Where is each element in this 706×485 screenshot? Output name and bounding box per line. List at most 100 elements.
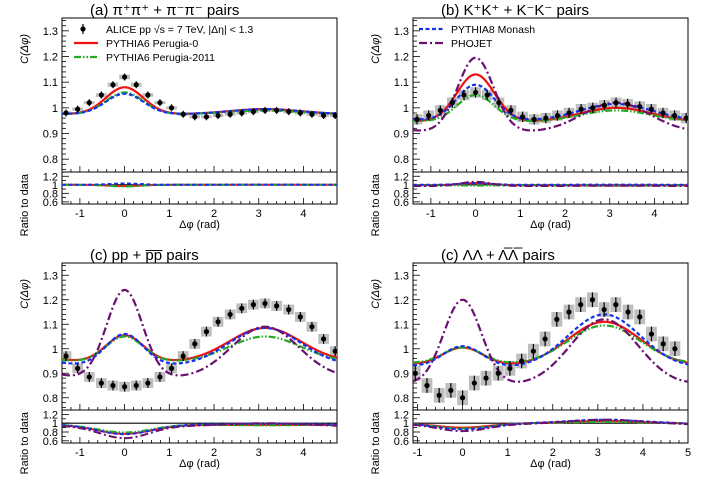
series-line-m8 bbox=[413, 313, 688, 367]
y-tick-label: 0.9 bbox=[394, 129, 409, 141]
legend-label: PYTHIA6 Perugia-0 bbox=[106, 38, 198, 50]
y-tick-label: 1.1 bbox=[394, 77, 409, 89]
x-tick-label: 4 bbox=[640, 447, 646, 459]
data-point bbox=[157, 100, 163, 106]
data-point bbox=[625, 309, 631, 315]
data-point bbox=[613, 100, 619, 106]
y-tick-label: 1 bbox=[52, 103, 58, 115]
ratio-y-axis-title: Ratio to data bbox=[370, 173, 382, 236]
data-point bbox=[589, 297, 596, 303]
y-tick-label: 1.3 bbox=[394, 270, 409, 282]
data-point bbox=[110, 382, 116, 389]
x-tick-label: 4 bbox=[300, 447, 306, 459]
y-axis-title: C(Δφ) bbox=[370, 279, 382, 309]
y-tick-label: 1 bbox=[403, 344, 409, 356]
x-tick-label: 0 bbox=[460, 447, 466, 459]
data-point bbox=[192, 114, 198, 120]
x-tick-label: 0 bbox=[122, 447, 128, 459]
data-point bbox=[449, 100, 455, 106]
data-point bbox=[683, 115, 688, 121]
data-point bbox=[203, 114, 210, 120]
data-point bbox=[448, 387, 454, 393]
x-tick-label: 2 bbox=[562, 208, 568, 220]
data-point bbox=[145, 92, 151, 98]
x-tick-label: 3 bbox=[607, 208, 613, 220]
x-tick-label: 1 bbox=[517, 208, 523, 220]
data-point bbox=[227, 311, 233, 318]
y-tick-label: 0.9 bbox=[43, 368, 58, 380]
data-point bbox=[648, 106, 654, 112]
y-tick-label: 0.8 bbox=[43, 393, 58, 405]
y-tick-label: 0.9 bbox=[394, 368, 409, 380]
data-point bbox=[554, 112, 561, 119]
x-tick-label: 3 bbox=[256, 447, 262, 459]
x-axis-title: Δφ (rad) bbox=[179, 458, 220, 470]
data-point bbox=[297, 314, 303, 320]
series-line-m8 bbox=[413, 83, 688, 121]
y-tick-label: 0.8 bbox=[43, 154, 58, 166]
ratio-y-tick-label: 0.6 bbox=[394, 436, 409, 448]
series-line-p11 bbox=[62, 335, 337, 362]
series-line-ph bbox=[62, 288, 337, 377]
panel-title: (c) pp + p̅p̅ pairs bbox=[90, 247, 199, 264]
data-point bbox=[133, 82, 139, 88]
data-point bbox=[473, 89, 479, 96]
data-point bbox=[75, 106, 81, 112]
data-point bbox=[262, 107, 268, 113]
x-tick-label: 3 bbox=[595, 447, 601, 459]
data-point bbox=[239, 305, 245, 311]
y-tick-label: 1.1 bbox=[43, 77, 58, 89]
legend-entry-p11: PYTHIA6 Perugia-2011 bbox=[74, 52, 215, 64]
legend-entry-p0: PYTHIA6 Perugia-0 bbox=[74, 38, 198, 50]
legend-entry-m8: PYTHIA8 Monash bbox=[419, 24, 535, 36]
data-point bbox=[215, 112, 221, 119]
y-tick-label: 1 bbox=[52, 344, 58, 356]
panel-title: (c) ΛΛ + Λ̅Λ̅ pairs bbox=[441, 247, 555, 264]
y-axis-title: C(Δφ) bbox=[19, 279, 31, 309]
series-line-p11 bbox=[413, 324, 688, 364]
panel-c-pp: -1 0 1 2 3 40.80.911.11.21.30.60.811.2C(Δφ)Ra… bbox=[19, 247, 338, 474]
data-point bbox=[519, 358, 525, 364]
ratio-y-tick-label: 1.2 bbox=[394, 171, 409, 183]
data-point bbox=[86, 374, 92, 380]
y-tick-label: 1.2 bbox=[394, 295, 409, 307]
ratio-y-tick-label: 1 bbox=[52, 180, 58, 192]
y-tick-label: 1.3 bbox=[43, 26, 58, 38]
data-point bbox=[660, 110, 666, 116]
legend-label: PYTHIA8 Monash bbox=[451, 24, 535, 36]
data-point bbox=[519, 114, 526, 120]
data-point bbox=[250, 302, 256, 308]
data-point bbox=[566, 110, 572, 116]
y-tick-label: 0.8 bbox=[394, 154, 409, 166]
x-tick-label: 5 bbox=[685, 447, 691, 459]
data-point bbox=[459, 395, 466, 401]
legend-label: PYTHIA6 Perugia-2011 bbox=[106, 52, 215, 64]
data-point bbox=[274, 107, 280, 113]
ratio-line-m8 bbox=[413, 182, 688, 186]
ratio-y-tick-label: 1 bbox=[52, 418, 58, 430]
ratio-y-tick-label: 0.6 bbox=[43, 197, 58, 209]
data-point bbox=[98, 380, 104, 386]
data-point bbox=[507, 365, 513, 371]
ratio-y-tick-label: 1.2 bbox=[43, 409, 58, 421]
data-point bbox=[437, 107, 443, 113]
y-axis-title: C(Δφ) bbox=[370, 34, 382, 64]
data-point bbox=[63, 110, 69, 116]
x-tick-label: 4 bbox=[651, 208, 657, 220]
ratio-plot-frame bbox=[412, 171, 689, 205]
data-point bbox=[413, 370, 418, 376]
data-point bbox=[215, 319, 221, 325]
data-point bbox=[531, 116, 537, 122]
data-point bbox=[227, 111, 233, 117]
ratio-line-ph bbox=[413, 418, 688, 433]
series-line-p0 bbox=[413, 73, 688, 122]
ratio-plot-frame bbox=[61, 409, 338, 444]
main-plot-frame bbox=[61, 262, 338, 411]
data-point bbox=[436, 392, 442, 398]
data-point bbox=[157, 374, 163, 380]
x-tick-label: -1 bbox=[413, 447, 423, 459]
data-point bbox=[471, 380, 477, 386]
ratio-y-tick-label: 0.6 bbox=[43, 436, 58, 448]
x-tick-label: 1 bbox=[505, 447, 511, 459]
